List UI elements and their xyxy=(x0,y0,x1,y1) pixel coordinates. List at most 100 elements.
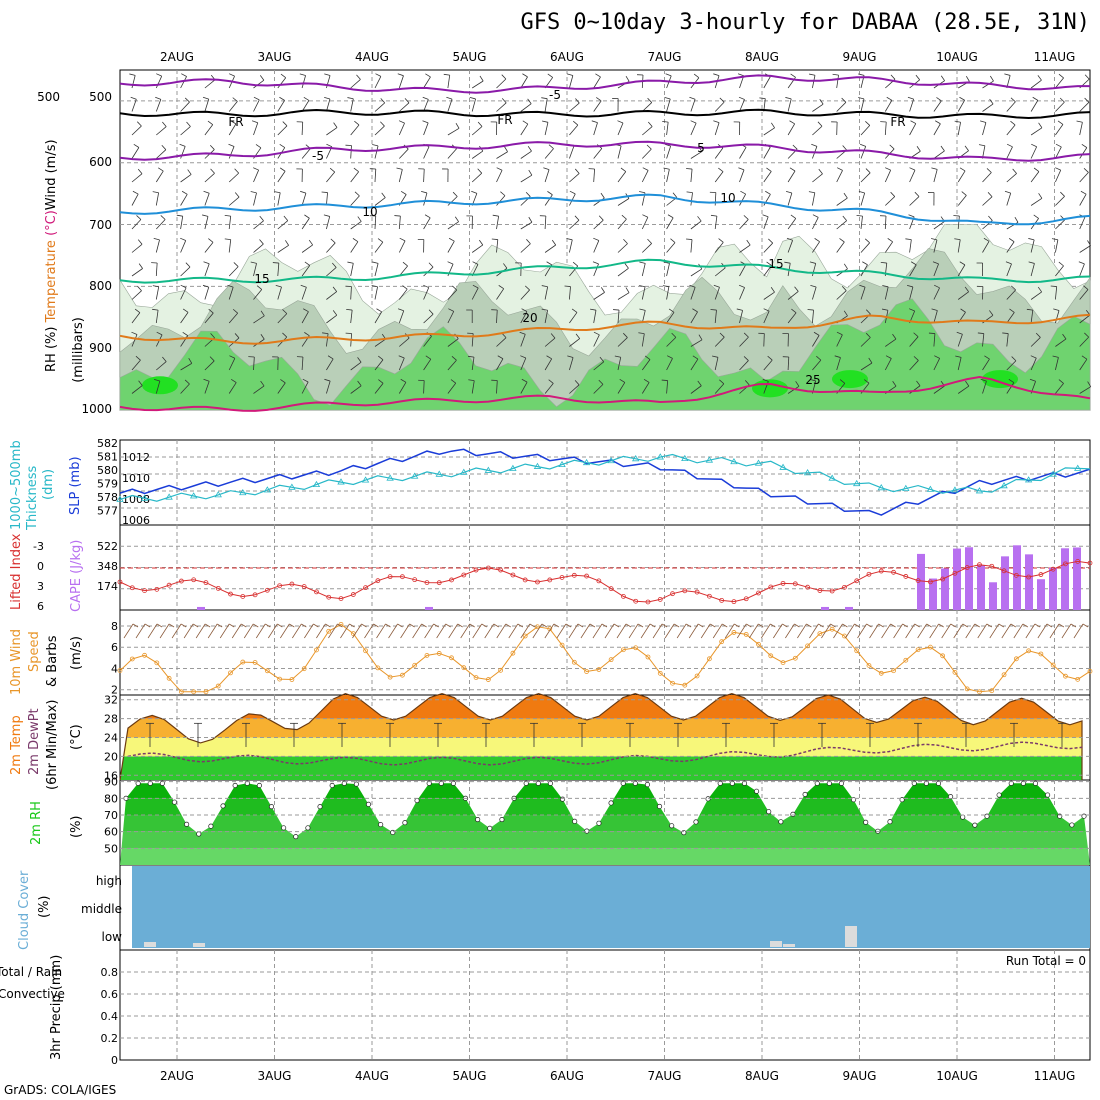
cape-bar xyxy=(1061,548,1069,610)
wind-barb xyxy=(1079,386,1091,394)
wind-barb xyxy=(1055,77,1064,89)
level-700: 700 xyxy=(89,218,112,232)
temp-band xyxy=(120,718,1082,738)
wind-barb xyxy=(1006,312,1015,324)
wind-barb xyxy=(763,310,770,324)
wind-barb-10m xyxy=(328,623,338,639)
wind-barb xyxy=(690,311,698,324)
wind-barb-flag xyxy=(689,96,696,100)
wind-barb-flag xyxy=(527,145,532,152)
temp-tick: 28 xyxy=(104,713,118,726)
temp-ylabel-3: (°C) xyxy=(69,724,84,750)
temp-contour-5 xyxy=(119,140,1091,162)
wind-barb-flag xyxy=(129,73,136,76)
wind-barb xyxy=(957,334,963,347)
wind-barb-10m-flag xyxy=(337,623,343,628)
wind-barb xyxy=(156,126,167,136)
wind-marker xyxy=(1001,672,1007,678)
li-marker xyxy=(117,579,123,585)
wind-barb-flag xyxy=(663,261,670,264)
wind-barb xyxy=(204,98,210,112)
cape-bar xyxy=(929,578,937,610)
rh-marker xyxy=(547,780,553,786)
wind-barb xyxy=(180,287,187,300)
cape-bar xyxy=(821,606,829,610)
wind-barb-flag xyxy=(152,191,159,194)
wind-barb xyxy=(812,263,817,277)
rh-marker xyxy=(608,800,614,806)
wind-barb-10m xyxy=(376,623,386,639)
rh-marker xyxy=(232,782,238,789)
wind-barb-10m xyxy=(147,623,158,639)
wind-barb-flag xyxy=(504,146,508,152)
wind-barb-10m xyxy=(1037,623,1048,639)
wind-barb-flag xyxy=(233,262,239,267)
wind-marker xyxy=(694,673,700,679)
wind-barb-10m xyxy=(243,623,254,639)
wind-barb-flag xyxy=(642,214,649,218)
rh-marker xyxy=(826,780,832,786)
wind-barb xyxy=(666,146,672,159)
wind-barb-flag xyxy=(402,261,408,267)
wind-barb-10m xyxy=(304,623,314,639)
wind-barb xyxy=(374,145,379,159)
wind-barb-10m xyxy=(965,623,976,639)
wind-barb-flag xyxy=(1058,73,1064,79)
wind-barb-flag xyxy=(153,378,160,382)
wind-barb-flag xyxy=(719,97,725,103)
wind-barb xyxy=(447,127,460,136)
wind-barb-flag xyxy=(234,168,239,174)
wind-barb xyxy=(690,385,702,394)
wind-barb xyxy=(1030,239,1035,253)
wind-barb-flag xyxy=(762,378,769,382)
rh-marker xyxy=(1032,780,1039,786)
wind-barb-flag xyxy=(548,379,554,384)
wind-barb-10m-flag xyxy=(301,623,307,628)
wind-barb-10m xyxy=(292,623,302,639)
wind-barb-10m xyxy=(231,623,242,639)
rh-marker xyxy=(717,780,723,786)
wind-barb-10m-flag xyxy=(180,623,187,628)
wind-barb xyxy=(569,286,571,300)
wind-barb xyxy=(326,98,331,112)
wind-barb-flag xyxy=(639,261,646,264)
wind-barb-flag xyxy=(304,261,310,266)
wind-barb-flag xyxy=(932,261,939,265)
contour-label: 5 xyxy=(697,141,705,155)
wind-barb xyxy=(520,311,528,324)
x-tick-top: 8AUG xyxy=(745,50,779,64)
wind-barb-flag xyxy=(522,73,528,78)
wind-barb xyxy=(544,122,549,136)
wind-barb-flag xyxy=(692,355,699,360)
wind-barb-flag xyxy=(1052,355,1059,358)
wind-barb-flag xyxy=(260,380,265,387)
wind-barb-flag xyxy=(665,73,672,77)
wind-barb xyxy=(398,382,407,394)
wind-barb-flag xyxy=(834,355,841,358)
wind-barb-flag xyxy=(811,143,818,147)
wind-barb-flag xyxy=(743,332,749,338)
wind-barb-flag xyxy=(916,146,921,152)
wind-marker xyxy=(1063,673,1068,679)
wind-barb-10m-flag xyxy=(794,623,800,628)
wind-marker xyxy=(940,653,946,659)
wind-barb xyxy=(666,312,675,324)
wind-barb-flag xyxy=(357,216,362,222)
wind-barb-flag xyxy=(137,168,143,175)
rh-marker xyxy=(935,780,942,786)
x-tick-bottom: 11AUG xyxy=(1034,1069,1076,1083)
wind-barb xyxy=(398,122,405,136)
wind-barb-flag xyxy=(1087,381,1092,387)
wind-barb xyxy=(1006,146,1013,159)
wind-barb xyxy=(1055,101,1065,112)
wind-barb xyxy=(131,359,141,371)
wind-barb xyxy=(204,312,214,324)
low-cloud-bar xyxy=(770,941,782,947)
wind-barb xyxy=(520,289,530,300)
wind-barb-flag xyxy=(808,191,815,194)
cape-bar xyxy=(1025,554,1033,610)
wind-barb-10m xyxy=(628,623,639,639)
wind-barb xyxy=(253,79,265,89)
wind-barb xyxy=(1006,173,1017,183)
wind-barb xyxy=(496,309,498,324)
